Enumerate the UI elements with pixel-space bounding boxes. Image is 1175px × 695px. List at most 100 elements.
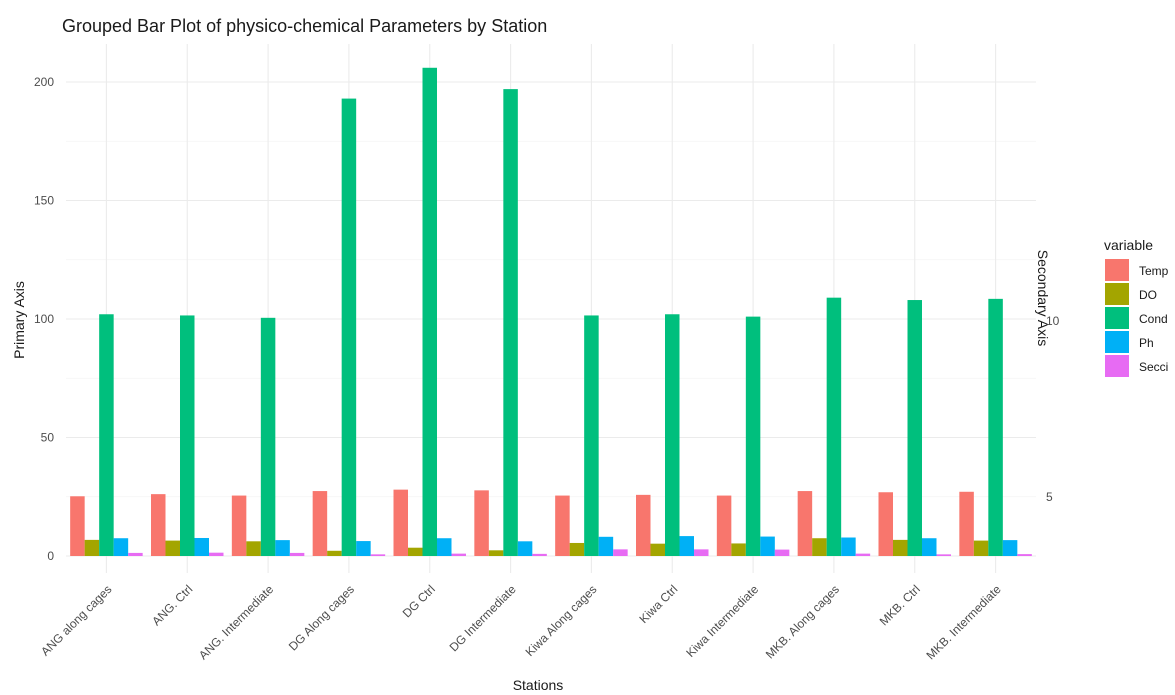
x-tick-label: MKB. Intermediate bbox=[924, 582, 1004, 662]
bar-do bbox=[327, 550, 342, 556]
bar-do bbox=[650, 543, 665, 556]
y-tick-labels: 0 50 100 150 200 bbox=[34, 75, 54, 563]
y-axis-title: Primary Axis bbox=[11, 281, 27, 359]
bar-temp bbox=[231, 495, 247, 556]
bar-ph bbox=[194, 537, 209, 556]
bar-ph bbox=[356, 541, 371, 556]
legend-label: Cond bbox=[1139, 312, 1168, 326]
y2-tick-label: 10 bbox=[1046, 314, 1060, 328]
bar-temp bbox=[797, 491, 813, 556]
bar-temp bbox=[474, 490, 489, 556]
bar-do bbox=[973, 540, 989, 556]
bar-do bbox=[84, 539, 100, 556]
bar-temp bbox=[636, 494, 651, 556]
bar-ph bbox=[275, 540, 290, 556]
bar-secci bbox=[936, 554, 951, 556]
bar-cond bbox=[665, 314, 680, 556]
x-tick-label: DG Along cages bbox=[286, 582, 357, 653]
bar-ph bbox=[517, 541, 533, 556]
bar-temp bbox=[312, 491, 328, 556]
x-tick-label: Kiwa Intermediate bbox=[683, 582, 761, 660]
legend-label: Ph bbox=[1139, 336, 1154, 350]
y-tick-label: 200 bbox=[34, 75, 54, 89]
bar-cond bbox=[503, 89, 518, 557]
bar-cond bbox=[745, 316, 761, 556]
bar-secci bbox=[532, 553, 547, 556]
bars-group bbox=[70, 67, 1032, 557]
bar-secci bbox=[451, 553, 466, 556]
bar-secci bbox=[128, 552, 143, 556]
bar-cond bbox=[422, 67, 437, 556]
bar-do bbox=[408, 547, 423, 556]
x-tick-labels: ANG along cages ANG. Ctrl ANG. Intermediat… bbox=[38, 582, 1004, 662]
bar-secci bbox=[613, 549, 628, 556]
bar-do bbox=[246, 541, 261, 556]
bar-do bbox=[488, 550, 504, 556]
legend-key-secci bbox=[1105, 355, 1129, 377]
x-tick-label: DG Ctrl bbox=[400, 582, 438, 620]
bar-secci bbox=[694, 549, 709, 556]
bar-cond bbox=[99, 314, 114, 556]
bar-temp bbox=[716, 495, 732, 556]
x-tick-label: MKB. Ctrl bbox=[877, 582, 923, 628]
bar-ph bbox=[760, 536, 775, 556]
legend-key-do bbox=[1105, 283, 1129, 305]
bar-do bbox=[165, 540, 180, 556]
x-tick-label: ANG. Intermediate bbox=[196, 582, 276, 662]
bar-temp bbox=[878, 492, 893, 556]
x-tick-label: DG Intermediate bbox=[447, 582, 519, 654]
bar-secci bbox=[774, 549, 790, 556]
bar-cond bbox=[826, 297, 842, 556]
bar-cond bbox=[988, 298, 1003, 556]
bar-secci bbox=[1017, 554, 1032, 556]
bar-temp bbox=[959, 491, 974, 556]
legend-label: Temp bbox=[1139, 264, 1169, 278]
bar-do bbox=[893, 539, 908, 556]
legend: variable Temp DO Cond Ph Secci bbox=[1104, 237, 1169, 377]
y2-axis-title: Secondary Axis bbox=[1035, 250, 1051, 347]
x-tick-label: Kiwa Ctrl bbox=[637, 582, 681, 626]
bar-temp bbox=[555, 495, 570, 556]
y-tick-label: 150 bbox=[34, 194, 54, 208]
bar-ph bbox=[841, 537, 856, 556]
bar-ph bbox=[598, 536, 614, 556]
y-tick-label: 100 bbox=[34, 312, 54, 326]
legend-key-temp bbox=[1105, 259, 1129, 281]
bar-do bbox=[812, 538, 827, 556]
bar-cond bbox=[180, 315, 195, 556]
legend-label: DO bbox=[1139, 288, 1157, 302]
x-tick-label: MKB. Along cages bbox=[763, 582, 842, 661]
bar-ph bbox=[1002, 540, 1018, 556]
legend-key-cond bbox=[1105, 307, 1129, 329]
y-tick-label: 0 bbox=[47, 549, 54, 563]
bar-temp bbox=[151, 494, 166, 556]
bar-secci bbox=[209, 552, 224, 556]
legend-label: Secci bbox=[1139, 360, 1168, 374]
bar-secci bbox=[855, 553, 871, 556]
bar-cond bbox=[341, 98, 357, 556]
x-axis-title: Stations bbox=[513, 677, 564, 693]
bar-temp bbox=[393, 489, 408, 556]
bar-cond bbox=[260, 317, 276, 556]
bar-do bbox=[569, 542, 585, 556]
chart-title: Grouped Bar Plot of physico-chemical Par… bbox=[62, 16, 547, 36]
y2-tick-label: 5 bbox=[1046, 490, 1053, 504]
x-tick-label: Kiwa Along cages bbox=[523, 582, 600, 659]
bar-secci bbox=[289, 552, 305, 556]
bar-do bbox=[731, 543, 746, 556]
bar-temp bbox=[70, 496, 85, 556]
legend-key-ph bbox=[1105, 331, 1129, 353]
y-tick-label: 50 bbox=[41, 431, 55, 445]
x-tick-label: ANG. Ctrl bbox=[149, 582, 195, 628]
x-tick-label: ANG along cages bbox=[38, 582, 114, 658]
bar-secci bbox=[370, 554, 386, 556]
y2-tick-labels: 5 10 bbox=[1046, 314, 1060, 504]
bar-ph bbox=[679, 536, 694, 556]
bar-ph bbox=[113, 538, 129, 556]
legend-title: variable bbox=[1104, 237, 1153, 253]
bar-cond bbox=[584, 315, 599, 556]
bar-ph bbox=[922, 538, 937, 556]
bar-ph bbox=[437, 538, 452, 556]
bar-cond bbox=[907, 300, 922, 556]
